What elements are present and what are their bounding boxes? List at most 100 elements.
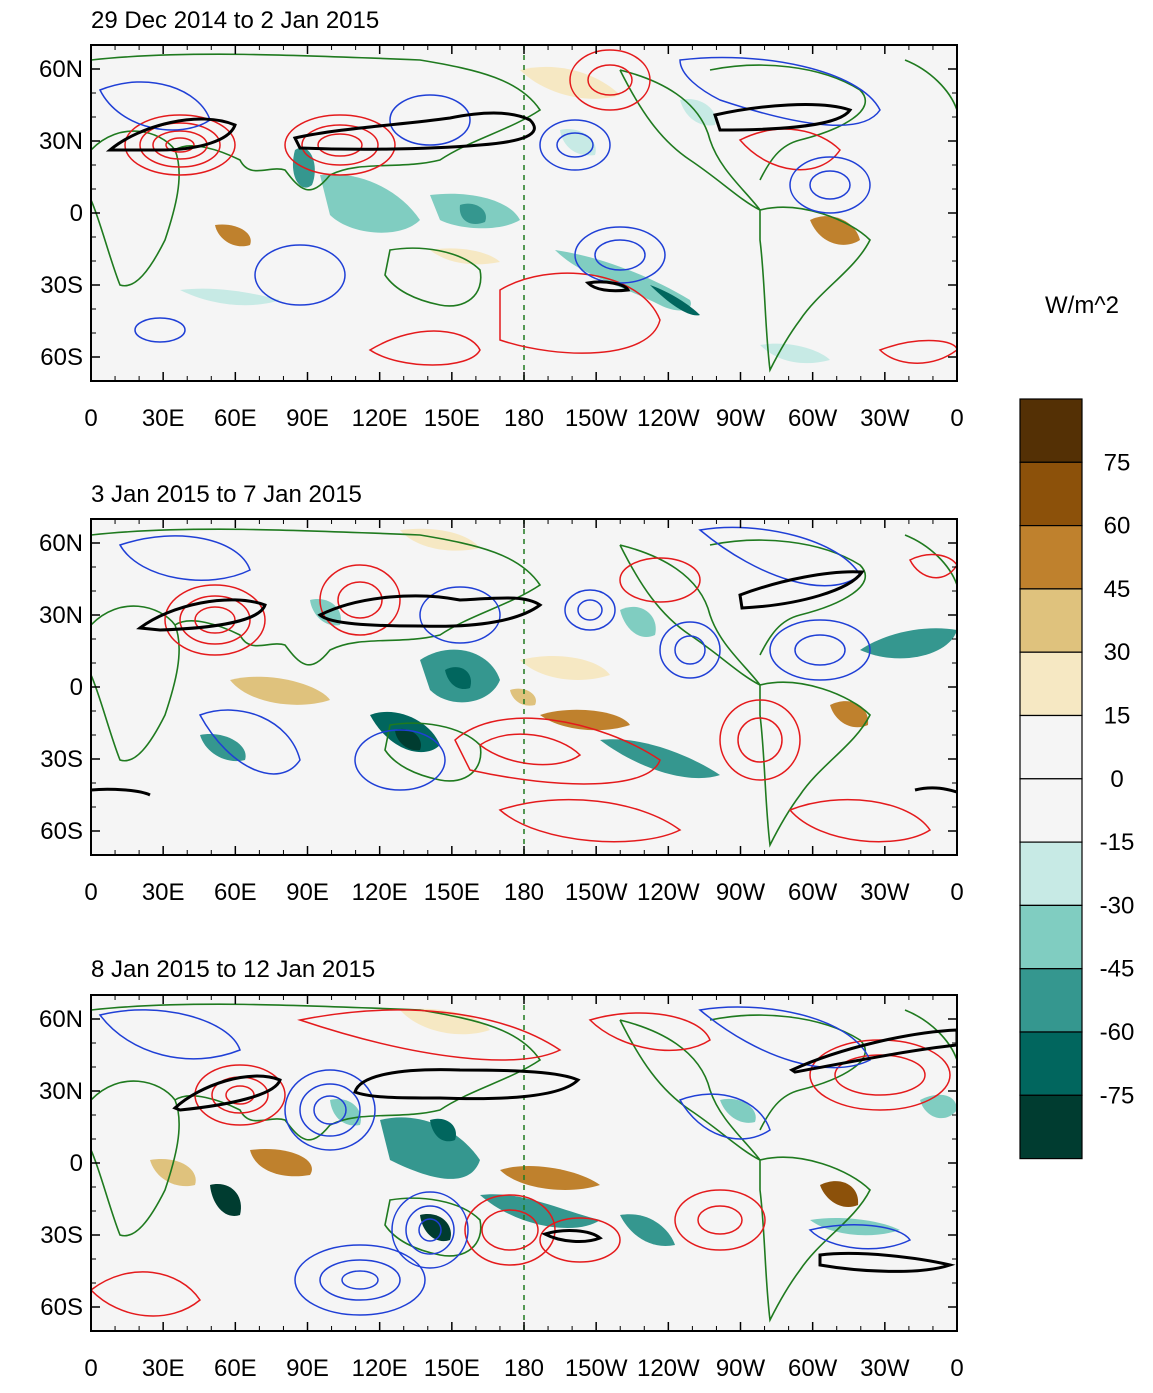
shade	[400, 528, 480, 551]
x-tick-label: 150W	[565, 405, 628, 432]
shade	[250, 1149, 312, 1177]
colorbar-label: 45	[1104, 576, 1131, 603]
panel-3-shading	[150, 1008, 957, 1246]
contour	[794, 634, 846, 666]
contour	[539, 1217, 621, 1263]
panel-2-positive-contours	[164, 553, 957, 843]
coast-south-america	[759, 681, 871, 848]
colorbar-box	[1019, 1094, 1083, 1160]
contour	[368, 330, 481, 366]
shade	[510, 688, 536, 706]
jet-contour	[584, 280, 631, 293]
x-tick-label: 90E	[286, 405, 329, 432]
panel-2-title: 3 Jan 2015 to 7 Jan 2015	[91, 481, 362, 508]
shade	[480, 1194, 600, 1228]
contour	[294, 1244, 426, 1316]
contour	[165, 137, 195, 153]
jet-contour	[818, 1251, 956, 1273]
contour	[418, 1218, 442, 1242]
coast-eurasia	[91, 528, 542, 666]
x-tick-label: 120W	[637, 879, 700, 906]
coast-north-america-east	[709, 539, 867, 656]
colorbar-box	[1019, 461, 1083, 527]
x-tick-label: 30E	[142, 405, 185, 432]
x-tick-label: 180	[504, 1355, 544, 1382]
contour	[498, 798, 682, 843]
contour	[194, 606, 236, 634]
coast-europe	[904, 59, 957, 111]
panel-2-axes: 0 30E 60E 90E 120E 150E 180 150W 120W 90W 60W 30W 0 6…	[39, 518, 964, 906]
y-tick-label: 30N	[39, 602, 83, 629]
jet-contour	[788, 1028, 957, 1074]
contour	[478, 733, 582, 766]
contour	[254, 244, 346, 306]
jet-contour	[91, 787, 151, 797]
colorbar-box	[1019, 778, 1083, 843]
contour	[341, 1270, 379, 1290]
colorbar-label: 60	[1104, 513, 1131, 540]
contour	[556, 132, 594, 158]
x-tick-label: 0	[950, 405, 963, 432]
contour	[284, 114, 396, 176]
contour	[319, 564, 401, 636]
shade	[540, 709, 630, 731]
contour	[679, 56, 881, 127]
x-tick-label: 0	[84, 405, 97, 432]
colorbar: W/m^2 75 60 45 30 15 0 -15 -30 -45 -60 -75	[1019, 292, 1135, 1160]
contour	[301, 124, 379, 166]
x-tick-label: 60W	[788, 879, 838, 906]
y-tick-label: 30N	[39, 1078, 83, 1105]
panel-2-shading	[200, 528, 957, 779]
coast-eurasia	[91, 53, 542, 191]
x-tick-label: 120W	[637, 1355, 700, 1382]
colorbar-box	[1019, 524, 1083, 590]
shade	[760, 343, 830, 364]
shade	[860, 628, 957, 659]
panel-3-positive-contours	[91, 1009, 951, 1317]
jet-contour	[541, 1229, 603, 1243]
shade	[380, 1117, 480, 1179]
contour	[788, 798, 932, 843]
y-tick-label: 60S	[40, 1294, 83, 1321]
contour	[769, 619, 871, 681]
shade	[180, 288, 280, 306]
y-tick-label: 0	[70, 674, 83, 701]
colorbar-label: 75	[1104, 449, 1131, 476]
shade	[430, 1118, 456, 1142]
x-tick-label: 60W	[788, 1355, 838, 1382]
contour	[587, 64, 633, 96]
shade	[420, 1214, 451, 1242]
y-tick-label: 0	[70, 1150, 83, 1177]
contour	[179, 595, 251, 645]
contour	[405, 1205, 455, 1255]
x-tick-label: 150W	[565, 1355, 628, 1382]
coast-south-america	[759, 206, 871, 373]
shade	[500, 1165, 600, 1190]
shade	[400, 1008, 490, 1035]
colorbar-label: -45	[1100, 956, 1135, 983]
x-tick-label: 30E	[142, 1355, 185, 1382]
contour	[354, 729, 446, 791]
contour	[569, 49, 651, 111]
contour	[164, 584, 266, 656]
shade	[680, 99, 716, 126]
colorbar-label: -60	[1100, 1019, 1135, 1046]
x-tick-label: 60E	[214, 879, 257, 906]
contour	[98, 1009, 241, 1060]
x-tick-label: 120E	[352, 405, 408, 432]
shade	[215, 224, 251, 247]
x-tick-label: 120E	[352, 1355, 408, 1382]
y-tick-label: 60N	[39, 1006, 83, 1033]
panel-3-title: 8 Jan 2015 to 12 Jan 2015	[91, 956, 375, 983]
contour	[574, 226, 666, 284]
contour	[198, 709, 301, 775]
panel-3-axes: 0 30E 60E 90E 120E 150E 180 150W 120W 90W 60W 30W 0 6…	[39, 994, 964, 1382]
colorbar-boxes	[1019, 398, 1083, 1160]
contour	[588, 1012, 711, 1052]
shade	[810, 1218, 900, 1236]
x-tick-label: 90W	[716, 1355, 766, 1382]
shade	[650, 285, 700, 316]
colorbar-label: 15	[1104, 703, 1131, 730]
colorbar-box	[1019, 398, 1083, 463]
